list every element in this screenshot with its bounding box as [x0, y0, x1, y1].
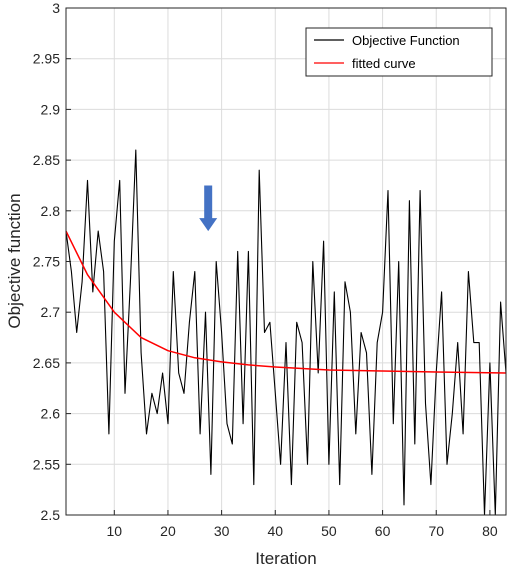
x-tick-label: 40 — [267, 523, 283, 539]
x-tick-label: 60 — [375, 523, 391, 539]
y-tick-label: 2.75 — [33, 254, 60, 270]
legend-label-fitted-curve: fitted curve — [352, 56, 416, 71]
y-tick-label: 2.6 — [41, 406, 61, 422]
y-tick-label: 2.95 — [33, 51, 60, 67]
series-line-objective-function — [65, 149, 507, 516]
y-tick-label: 2.8 — [41, 203, 61, 219]
y-axis-label: Objective function — [5, 193, 24, 328]
x-tick-label: 80 — [482, 523, 498, 539]
series-layer — [65, 149, 507, 516]
y-tick-label: 2.55 — [33, 456, 60, 472]
y-tick-label: 2.85 — [33, 152, 60, 168]
y-tick-label: 2.7 — [41, 304, 61, 320]
y-tick-label: 2.9 — [41, 101, 61, 117]
x-tick-label: 30 — [214, 523, 230, 539]
y-tick-label: 2.5 — [41, 507, 61, 523]
down-arrow-icon — [199, 185, 218, 232]
annotation-layer — [199, 185, 218, 232]
tick-layer: 10 20 30 40 50 60 70 80 2.5 2.55 2.6 2.65 2.7 2.75 2.8… — [33, 0, 498, 539]
legend-box — [305, 27, 493, 77]
y-tick-label: 3 — [52, 0, 60, 16]
x-tick-label: 10 — [107, 523, 123, 539]
x-tick-label: 50 — [321, 523, 337, 539]
x-tick-label: 70 — [428, 523, 444, 539]
legend: Objective Function fitted curve — [305, 27, 493, 77]
x-axis-label: Iteration — [255, 549, 316, 568]
legend-label-objective-function: Objective Function — [352, 33, 460, 48]
series-line-fitted-curve — [65, 230, 507, 374]
y-tick-label: 2.65 — [33, 355, 60, 371]
x-tick-label: 20 — [160, 523, 176, 539]
